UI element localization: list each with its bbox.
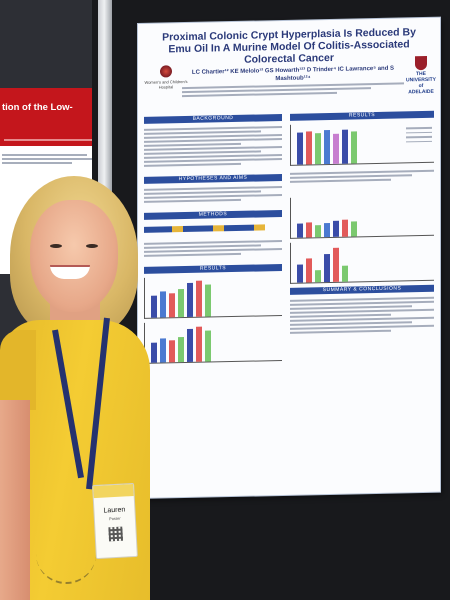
summary-text <box>290 294 434 345</box>
neighbouring-poster-text <box>2 152 102 166</box>
methods-timeline <box>144 221 282 236</box>
university-logo: THE UNIVERSITY of ADELAIDE <box>406 55 436 95</box>
smile <box>50 265 90 279</box>
proliferation-chart <box>290 121 434 166</box>
section-methods: METHODS <box>144 209 282 220</box>
right-eye <box>86 244 98 248</box>
section-background: BACKGROUND <box>144 113 282 124</box>
badge-name: Lauren <box>103 506 126 515</box>
name-badge: Lauren Poster <box>92 482 138 560</box>
chart-legend <box>406 124 432 146</box>
neighbouring-poster-subtitle <box>0 136 104 146</box>
cell-position-chart <box>290 239 434 284</box>
research-poster: Proximal Colonic Crypt Hyperplasia Is Re… <box>138 17 440 498</box>
poster-left-column: BACKGROUND HYPOTHESES AND AIMS METHODS <box>144 111 282 490</box>
hospital-logo-mark <box>160 65 172 78</box>
university-logo-text: THE UNIVERSITY of ADELAIDE <box>406 70 437 96</box>
badge-header <box>93 484 134 499</box>
methods-text <box>144 237 282 264</box>
badge-role: Poster <box>108 515 121 522</box>
section-hypotheses: HYPOTHESES AND AIMS <box>144 173 282 184</box>
section-results: RESULTS <box>290 110 434 121</box>
results-text-1 <box>290 167 434 194</box>
arm <box>0 400 30 600</box>
hypotheses-text <box>144 183 282 210</box>
face <box>30 200 118 312</box>
neighbouring-poster-heading: tion of the Low- <box>0 88 104 136</box>
shirt-sleeve <box>0 330 36 410</box>
left-eye <box>50 244 62 248</box>
section-results-left: RESULTS <box>144 263 282 274</box>
arm-tattoo <box>36 546 96 584</box>
crypt-depth-chart <box>144 274 282 319</box>
poster-right-column: RESULTS <box>290 108 434 487</box>
background-text <box>144 123 282 174</box>
university-crest-icon <box>415 55 427 71</box>
ki67-chart <box>290 194 434 239</box>
poster-affiliations <box>182 80 404 107</box>
poster-title: Proximal Colonic Crypt Hyperplasia Is Re… <box>162 26 416 66</box>
crypt-fission-chart <box>144 319 282 364</box>
qr-code-icon <box>108 526 124 542</box>
